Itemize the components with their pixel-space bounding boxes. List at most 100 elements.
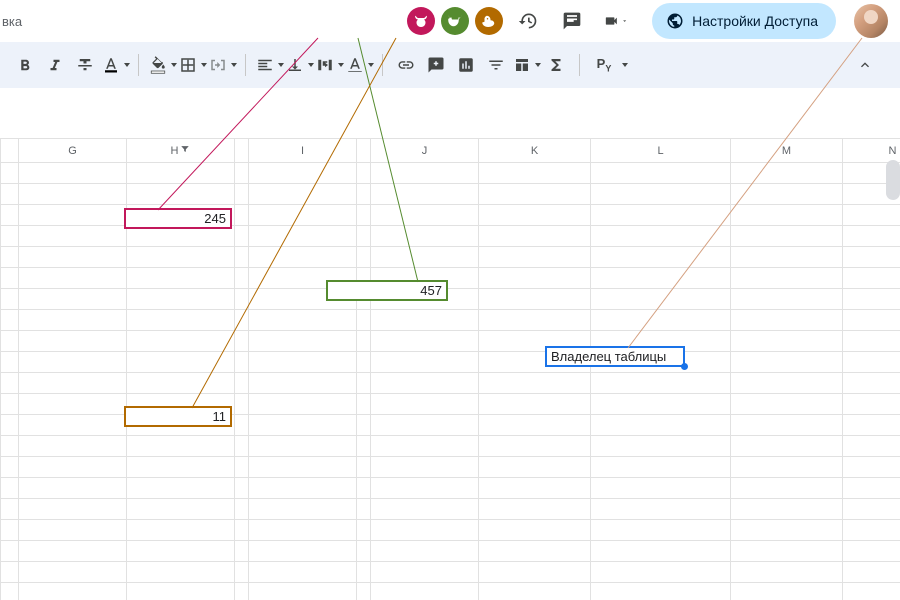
cell[interactable]: [731, 184, 843, 205]
cell[interactable]: [843, 541, 900, 562]
cell[interactable]: [235, 226, 249, 247]
cell[interactable]: [731, 289, 843, 310]
cell[interactable]: [591, 184, 731, 205]
cell[interactable]: [1, 163, 19, 184]
cell[interactable]: [235, 352, 249, 373]
cell[interactable]: [1, 352, 19, 373]
valign-button[interactable]: [286, 52, 312, 78]
cell[interactable]: [479, 541, 591, 562]
cell[interactable]: [235, 268, 249, 289]
cell[interactable]: [591, 394, 731, 415]
cell[interactable]: [235, 373, 249, 394]
collaborator-bull[interactable]: [407, 7, 435, 35]
cell[interactable]: [591, 247, 731, 268]
cell[interactable]: [127, 268, 235, 289]
column-header[interactable]: G: [19, 139, 127, 163]
cell[interactable]: [731, 352, 843, 373]
cell[interactable]: [479, 457, 591, 478]
cell[interactable]: [371, 541, 479, 562]
cell[interactable]: [357, 373, 371, 394]
cell[interactable]: [479, 478, 591, 499]
share-button[interactable]: Настройки Доступа: [652, 3, 836, 39]
cell[interactable]: [731, 247, 843, 268]
column-header[interactable]: I: [249, 139, 357, 163]
cell[interactable]: [843, 331, 900, 352]
cell[interactable]: [249, 478, 357, 499]
column-header[interactable]: H: [127, 139, 235, 163]
cell[interactable]: [127, 436, 235, 457]
cell[interactable]: [19, 394, 127, 415]
selection-handle[interactable]: [681, 363, 688, 370]
wrap-button[interactable]: [316, 52, 342, 78]
cell[interactable]: [249, 205, 357, 226]
cell[interactable]: [19, 415, 127, 436]
cell[interactable]: [731, 331, 843, 352]
cell[interactable]: [249, 541, 357, 562]
cell[interactable]: [371, 436, 479, 457]
cell[interactable]: [235, 583, 249, 600]
cell[interactable]: [731, 394, 843, 415]
cell[interactable]: [249, 520, 357, 541]
cell[interactable]: [235, 478, 249, 499]
strike-button[interactable]: [72, 52, 98, 78]
column-header[interactable]: [235, 139, 249, 163]
cell[interactable]: [357, 247, 371, 268]
cell[interactable]: [479, 562, 591, 583]
cell[interactable]: [843, 520, 900, 541]
cell[interactable]: [591, 205, 731, 226]
cell[interactable]: [371, 457, 479, 478]
cell[interactable]: [371, 310, 479, 331]
cell[interactable]: [1, 268, 19, 289]
cell[interactable]: [479, 289, 591, 310]
cell[interactable]: [235, 457, 249, 478]
cell[interactable]: [371, 205, 479, 226]
history-icon[interactable]: [516, 9, 540, 33]
insert-chart-button[interactable]: [453, 52, 479, 78]
cell[interactable]: [1, 289, 19, 310]
comments-icon[interactable]: [560, 9, 584, 33]
collapse-toolbar-button[interactable]: [852, 52, 878, 78]
cell[interactable]: [19, 184, 127, 205]
cell[interactable]: [1, 415, 19, 436]
cell[interactable]: [731, 310, 843, 331]
cell[interactable]: [249, 436, 357, 457]
column-header[interactable]: J: [371, 139, 479, 163]
cell[interactable]: [731, 226, 843, 247]
cell[interactable]: [731, 163, 843, 184]
cell[interactable]: [371, 163, 479, 184]
cell[interactable]: [843, 289, 900, 310]
cell[interactable]: [19, 163, 127, 184]
text-color-button[interactable]: [102, 52, 128, 78]
cell[interactable]: [19, 247, 127, 268]
cell[interactable]: [357, 520, 371, 541]
bold-button[interactable]: [12, 52, 38, 78]
cell[interactable]: [1, 457, 19, 478]
cell[interactable]: [479, 520, 591, 541]
cell[interactable]: [371, 562, 479, 583]
cell[interactable]: [1, 184, 19, 205]
cell[interactable]: [843, 310, 900, 331]
cell[interactable]: [479, 184, 591, 205]
user-cell[interactable]: 245: [124, 208, 232, 229]
cell[interactable]: [127, 478, 235, 499]
cell[interactable]: [127, 352, 235, 373]
cell[interactable]: [235, 247, 249, 268]
cell[interactable]: [371, 184, 479, 205]
cell[interactable]: [235, 184, 249, 205]
cell[interactable]: [1, 583, 19, 600]
cell[interactable]: [249, 499, 357, 520]
menu-fragment[interactable]: вка: [2, 14, 22, 29]
cell[interactable]: [235, 436, 249, 457]
cell[interactable]: [127, 310, 235, 331]
cell[interactable]: [1, 499, 19, 520]
cell[interactable]: [235, 415, 249, 436]
cell[interactable]: [843, 583, 900, 600]
cell[interactable]: [357, 331, 371, 352]
cell[interactable]: [479, 373, 591, 394]
vertical-scrollbar[interactable]: [886, 160, 900, 200]
cell[interactable]: [357, 583, 371, 600]
cell[interactable]: [19, 268, 127, 289]
cell[interactable]: [1, 331, 19, 352]
cell[interactable]: [591, 436, 731, 457]
cell[interactable]: [19, 562, 127, 583]
